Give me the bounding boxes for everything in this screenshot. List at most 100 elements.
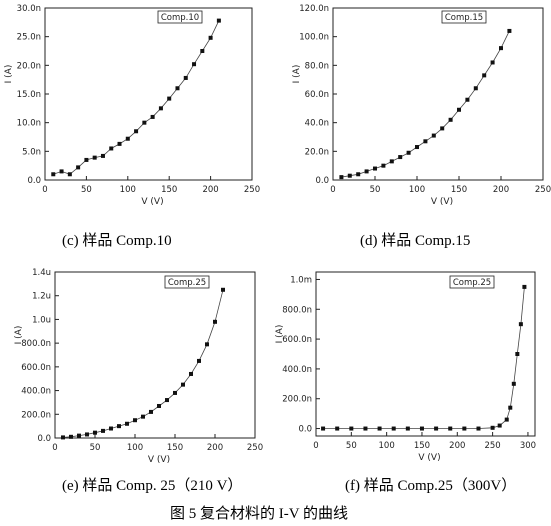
x-tick-label: 150 (161, 185, 177, 195)
data-point (133, 418, 137, 423)
data-point (200, 49, 205, 53)
y-tick-label: 0.0 (37, 434, 51, 444)
y-tick-label: 600.0n (21, 363, 51, 373)
x-tick-label: 50 (90, 443, 101, 453)
data-point (101, 428, 105, 433)
x-tick-label: 0 (313, 441, 318, 451)
legend-label: Comp.25 (453, 278, 491, 288)
legend-label: Comp.10 (161, 13, 199, 23)
data-point (149, 409, 153, 414)
data-point (69, 434, 73, 439)
y-tick-label: 1.4u (32, 268, 51, 278)
data-point (381, 163, 386, 168)
y-tick-label: 800.0n (21, 339, 51, 349)
data-point (476, 426, 481, 431)
data-point (158, 106, 163, 111)
legend-box (449, 275, 495, 289)
chart-svg-c: 0 50 100 150 200 250 0.0 5.0n 10.0n 15.0n 20.0n 25.… (4, 4, 260, 207)
data-point (391, 426, 396, 431)
data-point (84, 157, 89, 162)
data-point (61, 435, 65, 440)
x-tick-label: 200 (207, 443, 223, 453)
y-axis-label: I (A) (275, 325, 285, 344)
series-line (323, 286, 525, 429)
x-tick-label: 50 (346, 441, 357, 451)
y-tick-label: 100.0n (299, 33, 329, 43)
data-point (183, 75, 188, 80)
data-point (142, 120, 147, 125)
x-tick-label: 0 (42, 185, 47, 195)
plot-frame (332, 7, 544, 181)
data-point (356, 172, 361, 177)
y-tick-label: 80.0n (305, 61, 329, 71)
legend-box (441, 10, 487, 24)
data-point (205, 342, 209, 347)
x-tick-label: 0 (52, 443, 57, 453)
data-point (448, 117, 453, 122)
data-point (208, 35, 213, 40)
data-point (321, 426, 326, 431)
data-point (67, 172, 72, 177)
data-point (522, 284, 527, 289)
y-tick-label: 1.2u (32, 292, 51, 302)
x-tick-label: 200 (493, 185, 509, 195)
y-tick-label: 0.0 (27, 176, 41, 186)
panel-caption-c: (c) 样品 Comp.10 (62, 233, 172, 249)
data-point (109, 146, 114, 151)
x-tick-label: 200 (449, 441, 465, 451)
data-point (423, 139, 428, 144)
data-point (518, 322, 523, 327)
panel-caption-e: (e) 样品 Comp. 25（210 V） (62, 478, 243, 494)
data-point (192, 62, 197, 67)
x-tick-label: 50 (81, 185, 92, 195)
chart-svg-d: 0 50 100 150 200 250 0.0 20.0n 40.0n 60.0n 80.0n 10… (292, 4, 551, 207)
data-point (415, 145, 419, 150)
y-tick-label: 1.0m (290, 275, 312, 285)
data-point (419, 426, 424, 431)
panel-caption-f: (f) 样品 Comp.25（300V） (345, 478, 517, 494)
y-tick-label: 400.0n (282, 365, 312, 375)
x-tick-label: 100 (127, 443, 143, 453)
y-tick-label: 200.0n (282, 395, 312, 405)
data-point (76, 165, 81, 170)
data-point (77, 433, 81, 438)
y-axis-label: I (A) (4, 65, 14, 84)
data-point (141, 414, 145, 419)
data-point (490, 425, 495, 430)
legend-box (157, 10, 203, 24)
x-tick-label: 150 (414, 441, 430, 451)
chart-svg-f: 0 50 100 150 200 250 300 0.0 200.0n 400.0n 600.0n 8… (275, 271, 536, 463)
data-point (213, 319, 217, 324)
data-point (125, 136, 130, 141)
x-tick-label: 200 (202, 185, 218, 195)
data-point (100, 153, 105, 158)
data-point (175, 86, 180, 91)
data-point (93, 430, 97, 435)
data-point (373, 166, 377, 171)
data-point (59, 169, 64, 174)
x-axis-label: V (V) (418, 453, 440, 463)
y-tick-label: 20.0n (305, 147, 329, 157)
y-tick-label: 30.0n (17, 4, 41, 14)
data-point (462, 426, 467, 431)
x-tick-label: 100 (120, 185, 136, 195)
panel-caption-d: (d) 样品 Comp.15 (360, 233, 471, 249)
chart-panel-f: 0 50 100 150 200 250 300 0.0 200.0n 400.0n 600.0n 8… (272, 262, 551, 467)
data-point (157, 403, 161, 408)
data-point (504, 417, 509, 422)
y-tick-label: 20.0n (17, 61, 41, 71)
x-axis-label: V (V) (148, 455, 170, 465)
y-tick-label: 0.0 (315, 176, 329, 186)
x-tick-label: 100 (379, 441, 395, 451)
data-point (482, 73, 487, 78)
y-axis-label: I (A) (14, 326, 24, 345)
data-point (448, 426, 453, 431)
data-point (167, 96, 172, 101)
x-axis-label: V (V) (431, 197, 453, 207)
data-point (197, 358, 201, 363)
y-tick-label: 5.0n (22, 147, 41, 157)
plot-frame (315, 271, 536, 437)
y-tick-label: 200.0n (21, 410, 51, 420)
chart-panel-c: 0 50 100 150 200 250 0.0 5.0n 10.0n 15.0n 20.0n 25.… (0, 0, 272, 222)
x-tick-label: 50 (370, 185, 381, 195)
